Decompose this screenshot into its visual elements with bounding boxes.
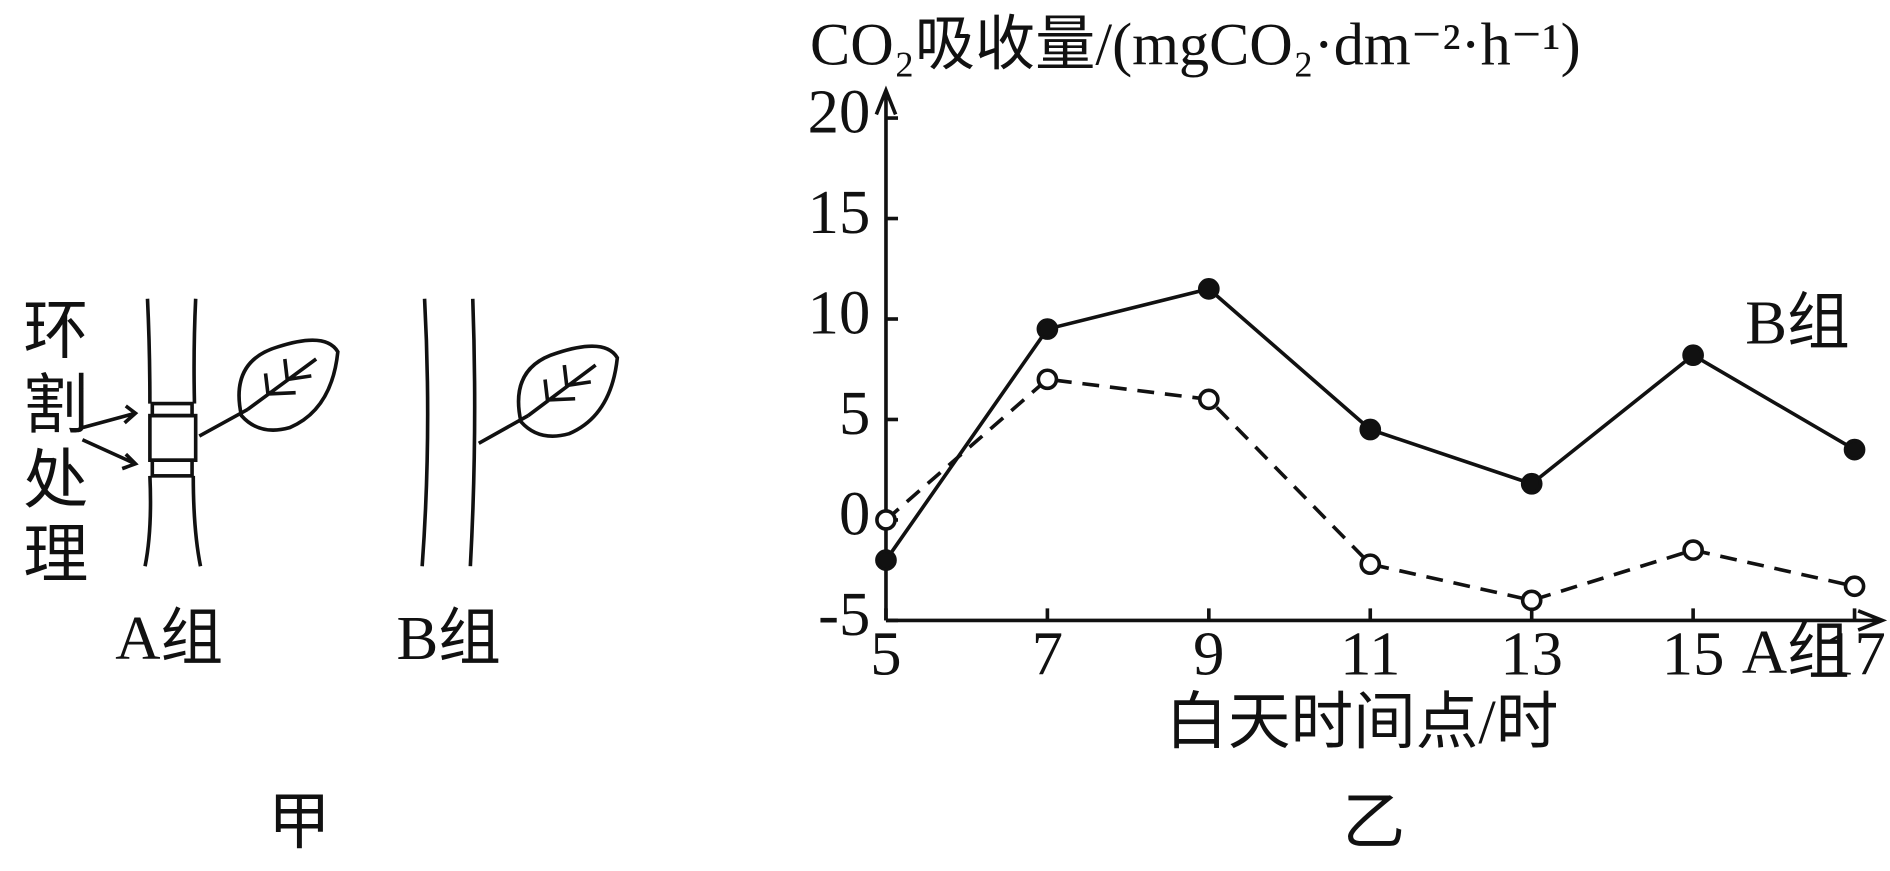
point bbox=[1843, 438, 1866, 461]
x-tick-label: 5 bbox=[870, 619, 901, 689]
x-tick-label: 17 bbox=[1823, 619, 1886, 689]
x-axis-title: 白天时间点/时 bbox=[1165, 687, 1558, 757]
point bbox=[1359, 553, 1382, 575]
group-label: A组 bbox=[115, 603, 223, 673]
point bbox=[1036, 368, 1059, 391]
point bbox=[1682, 539, 1704, 561]
point bbox=[875, 549, 897, 571]
point bbox=[875, 509, 897, 531]
x-tick-label: 15 bbox=[1662, 619, 1725, 689]
leaf-b bbox=[477, 344, 620, 445]
chart: CO₂吸收量/(mgCO₂·dm⁻²·h⁻¹) 白天时间点/时 乙 -5 0 5 10… bbox=[808, 11, 1888, 857]
stem-a bbox=[143, 298, 203, 567]
group-label: B组 bbox=[396, 603, 500, 673]
leaf-a bbox=[198, 338, 340, 438]
y-tick-label: 10 bbox=[808, 277, 871, 347]
point bbox=[1359, 418, 1382, 441]
stem-b bbox=[420, 298, 477, 567]
x-axis bbox=[885, 609, 1888, 632]
x-tick-label: 9 bbox=[1193, 619, 1224, 689]
point bbox=[1520, 472, 1543, 495]
point bbox=[1036, 318, 1059, 340]
ring bbox=[150, 458, 194, 478]
y-tick-label: 0 bbox=[839, 478, 870, 548]
caption: 甲 bbox=[268, 787, 331, 857]
y-tick-label: 15 bbox=[808, 177, 871, 247]
arrows bbox=[81, 404, 139, 471]
diagram: 环割处理 A组 B组 甲 bbox=[13, 295, 620, 857]
point bbox=[1843, 575, 1866, 598]
point bbox=[1520, 589, 1543, 612]
side-label: 环割处理 bbox=[13, 295, 87, 594]
y-axis bbox=[874, 85, 898, 621]
x-tick-label: 7 bbox=[1032, 619, 1063, 689]
y-axis-title: CO₂吸收量/(mgCO₂·dm⁻²·h⁻¹) bbox=[810, 11, 1581, 78]
caption: 乙 bbox=[1343, 787, 1406, 857]
point bbox=[1197, 388, 1220, 411]
y-tick-label: 5 bbox=[839, 378, 870, 448]
point bbox=[1682, 344, 1704, 367]
girdle bbox=[148, 413, 198, 463]
y-tick-label: 20 bbox=[808, 76, 871, 146]
point bbox=[1197, 278, 1220, 300]
x-tick-label: 13 bbox=[1500, 619, 1563, 689]
series-label: B组 bbox=[1745, 288, 1849, 358]
y-tick-label: -5 bbox=[818, 579, 870, 649]
x-tick-label: 11 bbox=[1340, 619, 1400, 689]
series-label: A组 bbox=[1742, 617, 1850, 687]
